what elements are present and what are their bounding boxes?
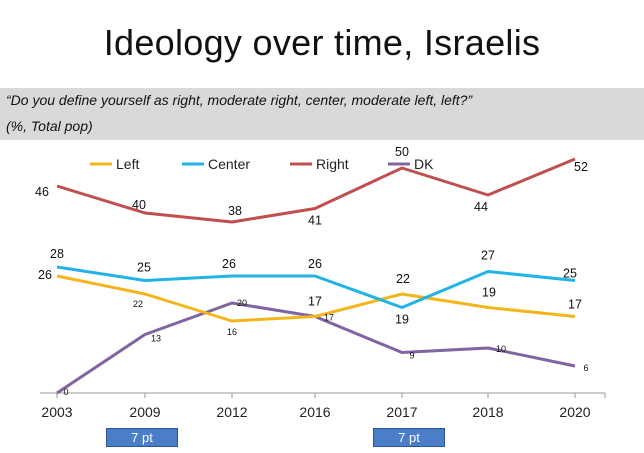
series-line-center bbox=[56, 265, 576, 309]
x-tick-label-2016: 2016 bbox=[299, 404, 330, 420]
legend-label-center: Center bbox=[208, 156, 250, 172]
data-label-right-2017: 50 bbox=[395, 145, 409, 159]
data-label-dk-2017: 9 bbox=[409, 351, 414, 361]
data-label-dk-2009: 13 bbox=[151, 334, 161, 344]
data-label-left-2018: 19 bbox=[482, 286, 496, 300]
badge-2009: 7 pt bbox=[106, 428, 178, 447]
data-label-center-2016: 26 bbox=[308, 257, 322, 271]
legend-label-left: Left bbox=[116, 156, 139, 172]
data-label-left-2009: 22 bbox=[133, 299, 143, 309]
data-label-dk-2016: 17 bbox=[324, 313, 334, 323]
data-label-right-2009: 40 bbox=[132, 198, 146, 212]
legend-label-right: Right bbox=[316, 156, 349, 172]
x-tick-label-2009: 2009 bbox=[129, 404, 160, 420]
x-tick-label-2020: 2020 bbox=[559, 404, 590, 420]
data-label-left-2016: 17 bbox=[308, 295, 322, 309]
x-tick-label-2012: 2012 bbox=[216, 404, 247, 420]
data-label-left-2003: 26 bbox=[38, 268, 52, 282]
data-label-right-2016: 41 bbox=[308, 214, 322, 228]
data-label-left-2017: 22 bbox=[396, 272, 410, 286]
data-label-center-2020: 25 bbox=[563, 267, 577, 281]
data-label-center-2012: 26 bbox=[222, 257, 236, 271]
data-label-center-2017: 19 bbox=[395, 313, 409, 327]
data-label-right-2020: 52 bbox=[574, 160, 588, 174]
data-label-right-2003: 46 bbox=[35, 185, 49, 199]
data-label-left-2020: 17 bbox=[568, 298, 582, 312]
data-label-dk-2020: 6 bbox=[583, 363, 588, 373]
subtitle-band bbox=[0, 88, 644, 140]
x-tick-label-2018: 2018 bbox=[472, 404, 503, 420]
survey-question: “Do you define yourself as right, modera… bbox=[6, 92, 473, 108]
x-tick-label-2017: 2017 bbox=[386, 404, 417, 420]
data-label-center-2018: 27 bbox=[481, 249, 495, 263]
legend-label-dk: DK bbox=[414, 156, 434, 172]
data-label-dk-2012: 20 bbox=[237, 298, 247, 308]
data-label-center-2009: 25 bbox=[137, 261, 151, 275]
badge-2017: 7 pt bbox=[373, 428, 445, 447]
x-tick-label-2003: 2003 bbox=[41, 404, 72, 420]
base-note: (%, Total pop) bbox=[6, 118, 93, 134]
data-label-center-2003: 28 bbox=[50, 247, 64, 261]
slide-title: Ideology over time, Israelis bbox=[103, 22, 541, 63]
data-label-left-2012: 16 bbox=[227, 327, 237, 337]
series-line-right bbox=[56, 157, 576, 224]
data-label-right-2018: 44 bbox=[474, 200, 488, 214]
data-label-dk-2018: 10 bbox=[496, 344, 506, 354]
data-label-right-2012: 38 bbox=[228, 204, 242, 218]
data-label-dk-2003: 0 bbox=[63, 387, 68, 397]
series-line-left bbox=[56, 274, 576, 323]
